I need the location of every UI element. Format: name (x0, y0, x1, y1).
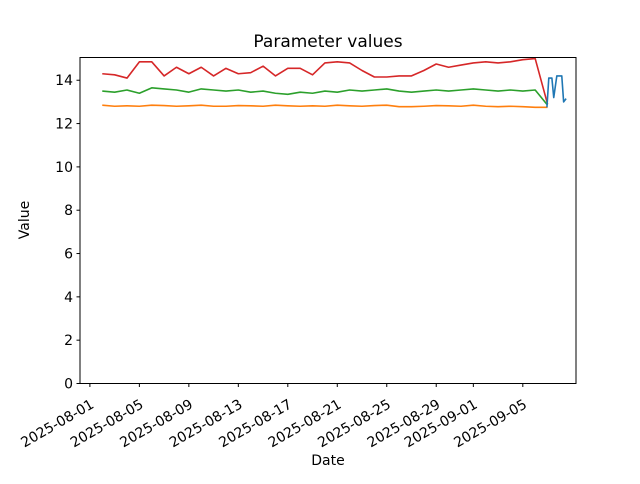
x-axis-label: Date (311, 453, 344, 469)
series-line-blue-series (546, 75, 567, 108)
y-tick-label: 6 (64, 247, 73, 263)
y-tick-label: 12 (55, 117, 73, 133)
series-layer (102, 57, 567, 109)
axes-layer: 2025-08-012025-08-052025-08-092025-08-13… (18, 57, 577, 451)
y-tick-label: 10 (55, 160, 73, 176)
series-line-green-series (102, 87, 549, 106)
y-tick-label: 2 (64, 333, 73, 349)
y-tick-label: 0 (64, 377, 73, 393)
chart-title: Parameter values (253, 32, 402, 52)
y-axis-label: Value (17, 201, 33, 239)
series-line-red-series (102, 57, 549, 105)
y-tick-label: 8 (64, 203, 73, 219)
series-line-orange-series (102, 104, 548, 109)
y-tick-label: 14 (55, 73, 73, 89)
y-tick-label: 4 (64, 290, 73, 306)
plot-area-border (79, 57, 577, 384)
